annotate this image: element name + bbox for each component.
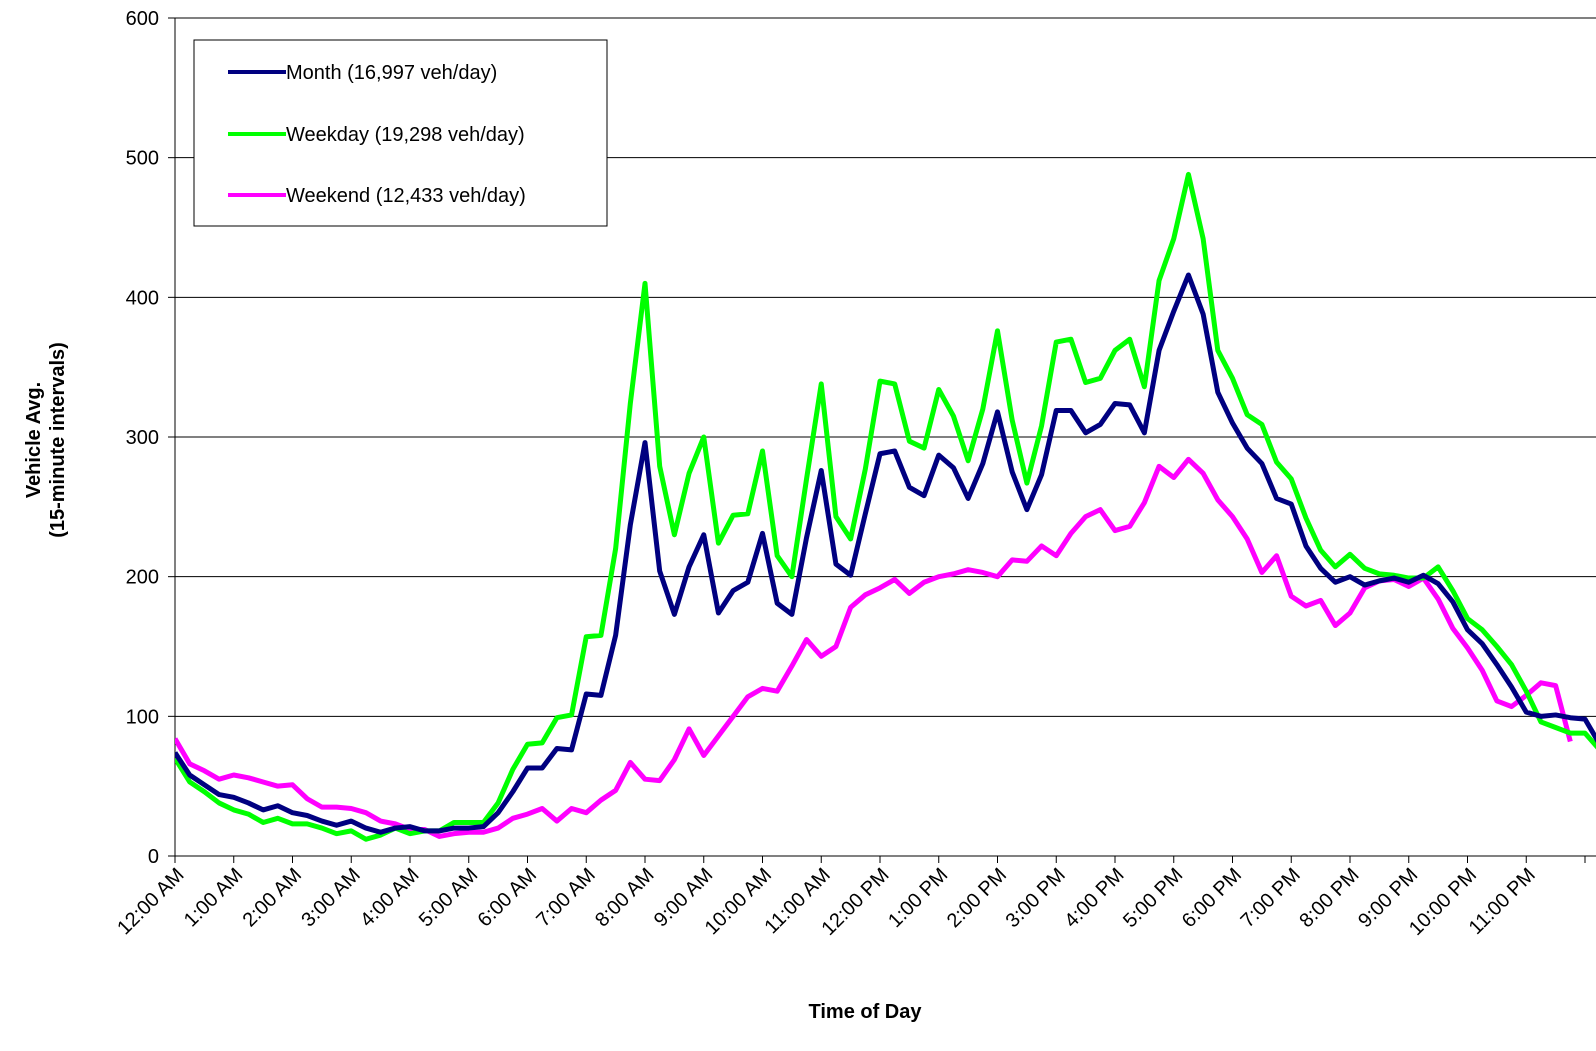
- y-tick-label-200: 200: [126, 567, 159, 589]
- y-tick-label-300: 300: [126, 427, 159, 449]
- legend-label-weekend: Weekend (12,433 veh/day): [286, 185, 526, 207]
- y-axis-title-line2: (15-minute intervals): [47, 342, 69, 538]
- x-tick-label-1: 1:00 AM: [180, 864, 247, 931]
- x-axis-title: Time of Day: [809, 1001, 923, 1023]
- x-tick-label-15: 3:00 PM: [1002, 864, 1070, 932]
- x-tick-label-17: 5:00 PM: [1119, 864, 1187, 932]
- x-tick-label-20: 8:00 PM: [1295, 864, 1363, 932]
- legend: Month (16,997 veh/day) Weekday (19,298 v…: [193, 39, 608, 227]
- y-tick-label-0: 0: [148, 846, 159, 868]
- plot-series: [175, 171, 1596, 842]
- y-tick-label-400: 400: [126, 287, 159, 309]
- x-tick-label-5: 5:00 AM: [415, 864, 482, 931]
- x-tick-label-14: 2:00 PM: [943, 864, 1011, 932]
- series-line-0: [175, 272, 1596, 835]
- y-axis-title: Vehicle Avg. (15-minute intervals): [23, 342, 69, 538]
- legend-label-month: Month (16,997 veh/day): [286, 62, 497, 84]
- x-tick-label-13: 1:00 PM: [884, 864, 952, 932]
- series-line-2: [175, 456, 1573, 839]
- y-tick-label-100: 100: [126, 706, 159, 728]
- x-tick-label-3: 3:00 AM: [297, 864, 364, 931]
- x-tick-label-18: 6:00 PM: [1178, 864, 1246, 932]
- x-tick-label-16: 4:00 PM: [1060, 864, 1128, 932]
- legend-label-weekday: Weekday (19,298 veh/day): [286, 124, 525, 146]
- x-tick-label-19: 7:00 PM: [1237, 864, 1305, 932]
- y-tick-label-600: 600: [126, 8, 159, 30]
- series-line-1: [175, 171, 1596, 842]
- x-tick-label-6: 6:00 AM: [474, 864, 541, 931]
- x-tick-label-8: 8:00 AM: [591, 864, 658, 931]
- y-tick-label-500: 500: [126, 148, 159, 170]
- x-tick-label-2: 2:00 AM: [239, 864, 306, 931]
- y-tick-labels: 0 100 200 300 400 500 600: [126, 8, 159, 868]
- axes: [168, 17, 1596, 863]
- x-tick-label-0: 12:00 AM: [113, 864, 188, 939]
- x-tick-labels: 12:00 AM1:00 AM2:00 AM3:00 AM4:00 AM5:00…: [113, 864, 1540, 940]
- y-axis-title-line1: Vehicle Avg.: [23, 382, 45, 498]
- x-tick-label-4: 4:00 AM: [356, 864, 423, 931]
- x-tick-label-7: 7:00 AM: [532, 864, 599, 931]
